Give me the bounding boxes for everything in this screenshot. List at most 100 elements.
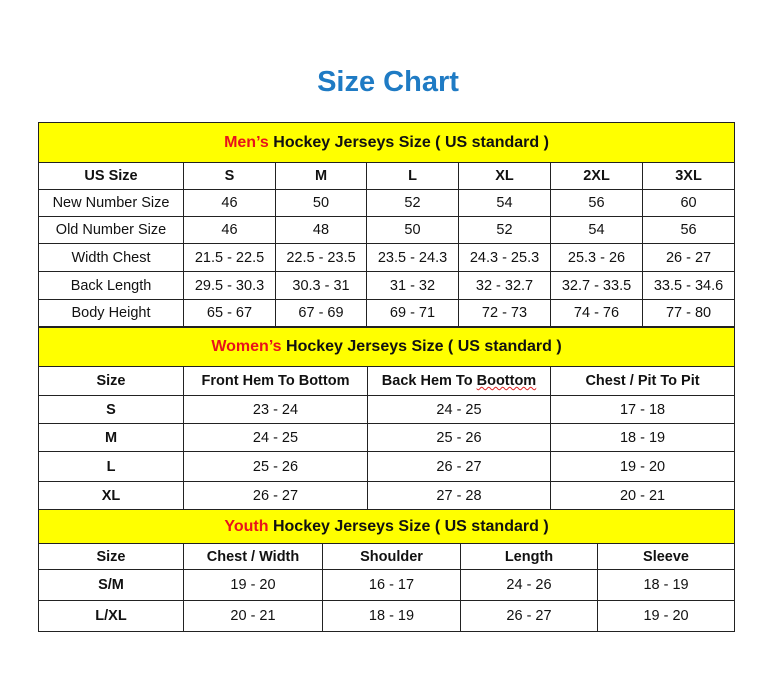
table-cell: 19 - 20	[596, 600, 736, 632]
table-header-row: Size Chest / Width Shoulder Length Sleeve	[38, 543, 736, 570]
header-cell: US Size	[38, 162, 184, 190]
header-cell: XL	[458, 162, 551, 190]
row-label-cell: L/XL	[38, 600, 184, 632]
row-label-cell: New Number Size	[38, 189, 184, 217]
page-title: Size Chart	[317, 66, 459, 98]
table-cell: 26 - 27	[460, 600, 598, 632]
header-cell: Front Hem To Bottom	[183, 366, 368, 396]
table-cell: 50	[366, 216, 459, 244]
header-cell: 2XL	[550, 162, 643, 190]
table-cell: 24 - 26	[460, 569, 598, 601]
table-row: New Number Size 46 50 52 54 56 60	[38, 189, 736, 217]
table-cell: 27 - 28	[367, 481, 551, 510]
header-cell: Chest / Pit To Pit	[549, 366, 736, 396]
header-cell: S	[183, 162, 276, 190]
table-cell: 29.5 - 30.3	[183, 271, 276, 300]
table-row: Width Chest 21.5 - 22.5 22.5 - 23.5 23.5 - …	[38, 243, 736, 272]
table-cell: 17 - 18	[549, 395, 736, 424]
table-cell: 48	[275, 216, 367, 244]
table-cell: 77 - 80	[641, 299, 736, 327]
row-label-cell: XL	[38, 481, 184, 510]
table-header-row: Size Front Hem To Bottom Back Hem To Boo…	[38, 366, 736, 396]
women-label-rest: Hockey Jerseys Size ( US standard )	[281, 338, 562, 355]
row-label-cell: L	[38, 451, 184, 482]
table-row: Old Number Size 46 48 50 52 54 56	[38, 216, 736, 244]
table-cell: 25 - 26	[367, 423, 551, 452]
table-cell: 46	[183, 189, 276, 217]
table-row: S 23 - 24 24 - 25 17 - 18	[38, 395, 736, 424]
table-header-row: US Size S M L XL 2XL 3XL	[38, 162, 736, 190]
table-cell: 72 - 73	[458, 299, 551, 327]
header-cell: Chest / Width	[183, 543, 323, 570]
row-label-cell: Body Height	[38, 299, 184, 327]
table-cell: 32 - 32.7	[458, 271, 551, 300]
table-cell: 20 - 21	[549, 481, 736, 510]
table-cell: 18 - 19	[322, 600, 461, 632]
table-cell: 24 - 25	[183, 423, 368, 452]
header-cell: Back Hem To Boottom	[367, 366, 551, 396]
table-cell: 22.5 - 23.5	[275, 243, 367, 272]
header-cell: M	[275, 162, 367, 190]
table-row: Back Length 29.5 - 30.3 30.3 - 31 31 - 32 32…	[38, 271, 736, 300]
table-cell: 56	[550, 189, 643, 217]
header-text: Back Hem To	[381, 373, 477, 389]
table-cell: 60	[641, 189, 736, 217]
row-label-cell: Width Chest	[38, 243, 184, 272]
table-row: M 24 - 25 25 - 26 18 - 19	[38, 423, 736, 452]
table-cell: 23 - 24	[183, 395, 368, 424]
row-label-cell: Back Length	[38, 271, 184, 300]
table-row: L/XL 20 - 21 18 - 19 26 - 27 19 - 20	[38, 600, 736, 632]
table-cell: 30.3 - 31	[275, 271, 367, 300]
header-cell: Size	[38, 543, 184, 570]
table-cell: 67 - 69	[275, 299, 367, 327]
youth-label-rest: Hockey Jerseys Size ( US standard )	[268, 517, 549, 535]
youth-section-heading: Youth Hockey Jerseys Size ( US standard …	[37, 509, 736, 544]
table-cell: 69 - 71	[366, 299, 459, 327]
table-cell: 33.5 - 34.6	[641, 271, 736, 300]
men-label: Men’s	[224, 133, 269, 151]
table-cell: 20 - 21	[183, 600, 323, 632]
header-cell: 3XL	[641, 162, 736, 190]
table-row: Body Height 65 - 67 67 - 69 69 - 71 72 - 73 7…	[38, 299, 736, 327]
youth-size-table: Youth Hockey Jerseys Size ( US standard …	[37, 509, 736, 632]
table-cell: 18 - 19	[596, 569, 736, 601]
table-cell: 21.5 - 22.5	[183, 243, 276, 272]
table-cell: 54	[458, 189, 551, 217]
table-cell: 54	[550, 216, 643, 244]
table-cell: 24 - 25	[367, 395, 551, 424]
men-size-table: Men’s Hockey Jerseys Size ( US standard …	[37, 122, 736, 327]
misspelled-word: Boottom	[476, 373, 537, 389]
table-cell: 74 - 76	[550, 299, 643, 327]
table-cell: 25.3 - 26	[550, 243, 643, 272]
table-cell: 26 - 27	[641, 243, 736, 272]
header-cell: Shoulder	[322, 543, 461, 570]
women-label: Women’s	[211, 338, 282, 355]
header-cell: Sleeve	[596, 543, 736, 570]
men-section-heading: Men’s Hockey Jerseys Size ( US standard …	[37, 122, 736, 163]
table-row: S/M 19 - 20 16 - 17 24 - 26 18 - 19	[38, 569, 736, 601]
men-label-rest: Hockey Jerseys Size ( US standard )	[268, 133, 549, 151]
table-cell: 46	[183, 216, 276, 244]
table-cell: 19 - 20	[549, 451, 736, 482]
table-cell: 52	[458, 216, 551, 244]
table-cell: 50	[275, 189, 367, 217]
header-cell: L	[366, 162, 459, 190]
row-label-cell: S/M	[38, 569, 184, 601]
table-cell: 26 - 27	[183, 481, 368, 510]
table-cell: 32.7 - 33.5	[550, 271, 643, 300]
table-row: L 25 - 26 26 - 27 19 - 20	[38, 451, 736, 482]
header-cell: Length	[460, 543, 598, 570]
header-cell: Size	[38, 366, 184, 396]
table-cell: 23.5 - 24.3	[366, 243, 459, 272]
women-section-heading: Women’s Hockey Jerseys Size ( US standar…	[37, 327, 736, 367]
table-cell: 26 - 27	[367, 451, 551, 482]
women-size-table: Women’s Hockey Jerseys Size ( US standar…	[37, 327, 736, 510]
table-cell: 19 - 20	[183, 569, 323, 601]
row-label-cell: Old Number Size	[38, 216, 184, 244]
table-cell: 25 - 26	[183, 451, 368, 482]
table-row: XL 26 - 27 27 - 28 20 - 21	[38, 481, 736, 510]
table-cell: 31 - 32	[366, 271, 459, 300]
table-cell: 52	[366, 189, 459, 217]
table-cell: 65 - 67	[183, 299, 276, 327]
row-label-cell: S	[38, 395, 184, 424]
